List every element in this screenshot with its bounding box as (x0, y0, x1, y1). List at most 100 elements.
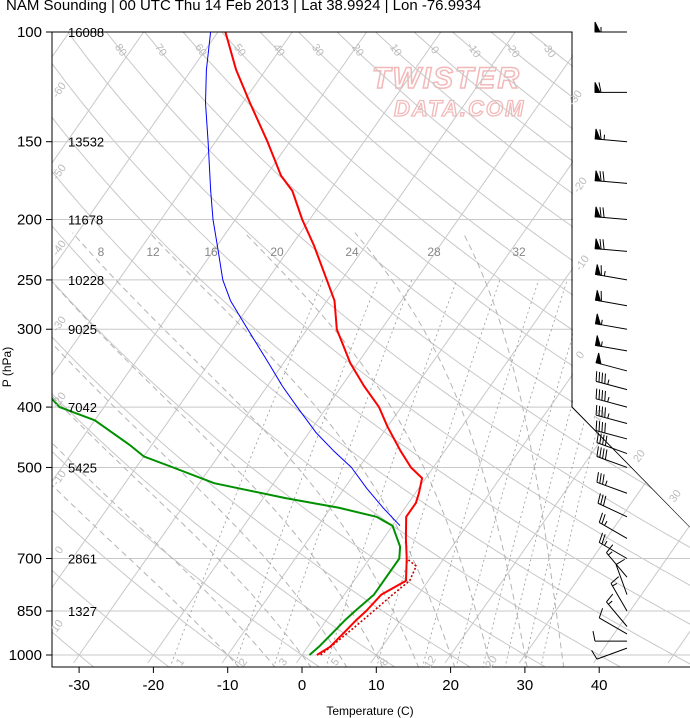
wind-barb-full (598, 371, 601, 383)
wind-barb-half (604, 480, 608, 486)
chart-title: NAM Sounding | 00 UTC Thu 14 Feb 2013 | … (6, 0, 482, 14)
wind-barb-staff (596, 647, 628, 660)
height-label: 13532 (68, 135, 104, 150)
temperature-tick-label: 10 (368, 677, 385, 694)
wind-barb-full (598, 389, 601, 400)
isotherm-line (52, 32, 219, 271)
wind-barb-staff (595, 414, 628, 424)
isotherm-label: -60 (50, 80, 69, 100)
mixing-ratio-label: 28 (427, 245, 441, 259)
height-label: 7042 (68, 400, 97, 415)
isotherm-line (73, 32, 516, 664)
dry-adiabat-line (144, 32, 690, 475)
wind-barb (595, 404, 628, 424)
temperature-tick-label: 0 (298, 677, 306, 694)
dry-adiabat-line (52, 569, 170, 667)
wind-barb (591, 647, 628, 660)
wind-barb-flag (594, 290, 602, 302)
wind-barb-flag (594, 313, 602, 326)
wind-barb-half (607, 396, 610, 403)
isotherm-line (593, 524, 690, 664)
dry-adiabat-line (52, 631, 95, 667)
mixing-ratio-label: 12 (146, 245, 160, 259)
watermark-line1: TWISTER (372, 62, 521, 95)
wind-barb-staff (606, 601, 628, 627)
isotherm-label: -40 (50, 238, 69, 258)
dry-adiabat-line (259, 32, 690, 372)
wind-barb-full (601, 406, 604, 417)
wind-barb-half (612, 582, 618, 587)
temperature-tick-label: 20 (442, 677, 459, 694)
surface-parcel-dashed-line (320, 557, 418, 656)
height-label: 9025 (68, 322, 97, 337)
moist-adiabat-line (72, 232, 420, 667)
isotherm-label: -50 (50, 162, 69, 182)
wind-barb-full (599, 473, 602, 484)
moist-adiabat-line (244, 232, 492, 667)
wind-barb (598, 532, 628, 559)
adiabat-label: -20 (503, 40, 522, 60)
wind-barb-staff (597, 502, 628, 518)
moist-adiabat-line (52, 484, 240, 667)
wind-barb-full (598, 405, 601, 417)
isotherm-line (518, 418, 690, 664)
wind-barb (594, 21, 627, 33)
wind-barb-full (597, 493, 601, 504)
wind-barb (594, 206, 628, 221)
wind-barb-staff (615, 564, 628, 595)
isotherm-line (147, 32, 590, 664)
wind-barb (594, 264, 628, 281)
wind-barb (592, 631, 627, 642)
wind-barb-full (604, 449, 608, 460)
mixing-ratio-line (422, 279, 540, 667)
wind-barb (598, 608, 628, 635)
wind-barb (594, 170, 628, 184)
wind-barb-half (600, 341, 603, 347)
height-label: 16088 (68, 25, 104, 40)
wind-barb-staff (595, 430, 628, 440)
wind-barb-full (599, 170, 602, 182)
wind-barb-staff (595, 398, 628, 408)
dewpoint-profile-line (52, 397, 402, 656)
pressure-tick-label: 500 (17, 459, 42, 476)
adiabat-label: 60 (192, 42, 209, 59)
wind-barb-full (602, 434, 605, 445)
x-axis-label: Temperature (C) (326, 704, 413, 718)
wind-barb-full (595, 388, 598, 399)
pressure-tick-label: 150 (17, 134, 42, 151)
y-axis-label: P (hPa) (0, 347, 14, 387)
wind-barb-flag (594, 206, 601, 218)
isotherm-label: -10 (50, 468, 69, 488)
isotherm-line (52, 32, 293, 377)
dry-adiabat-line (52, 225, 622, 667)
mixing-ratio-bottom-label: 20 (483, 654, 500, 671)
wind-barb-full (598, 512, 604, 523)
mixing-ratio-bottom-label: 3 (277, 656, 290, 668)
temperature-profile-line (224, 32, 424, 656)
mixing-ratio-bottom-label: 12 (422, 654, 439, 671)
wind-barb-staff (596, 481, 628, 494)
pressure-tick-label: 850 (17, 603, 42, 620)
mixing-ratio-line (325, 279, 458, 667)
height-label: 10228 (68, 273, 104, 288)
wind-barb-full (598, 421, 601, 432)
dry-adiabat-line (52, 280, 547, 667)
wind-panel-cutout (573, 32, 690, 527)
wind-barb-full (599, 207, 602, 218)
wind-barb-full (602, 448, 605, 459)
wind-barb-half (603, 270, 606, 277)
wind-barb-full (606, 593, 614, 603)
wind-barb-full (604, 435, 608, 446)
mixing-ratio-label: 24 (345, 245, 359, 259)
wind-barb (595, 352, 628, 372)
mixing-ratio-line (233, 279, 379, 667)
mixing-ratio-label: 20 (270, 245, 284, 259)
wind-barb-full (601, 372, 604, 383)
wind-barb-full (602, 171, 605, 182)
adiabat-label: 10 (387, 42, 404, 59)
mixing-ratio-line (455, 279, 568, 667)
moist-adiabat-line (149, 232, 456, 667)
wind-barb-half (608, 600, 613, 605)
dry-adiabat-line (67, 32, 690, 548)
wind-barb-staff (599, 522, 628, 539)
